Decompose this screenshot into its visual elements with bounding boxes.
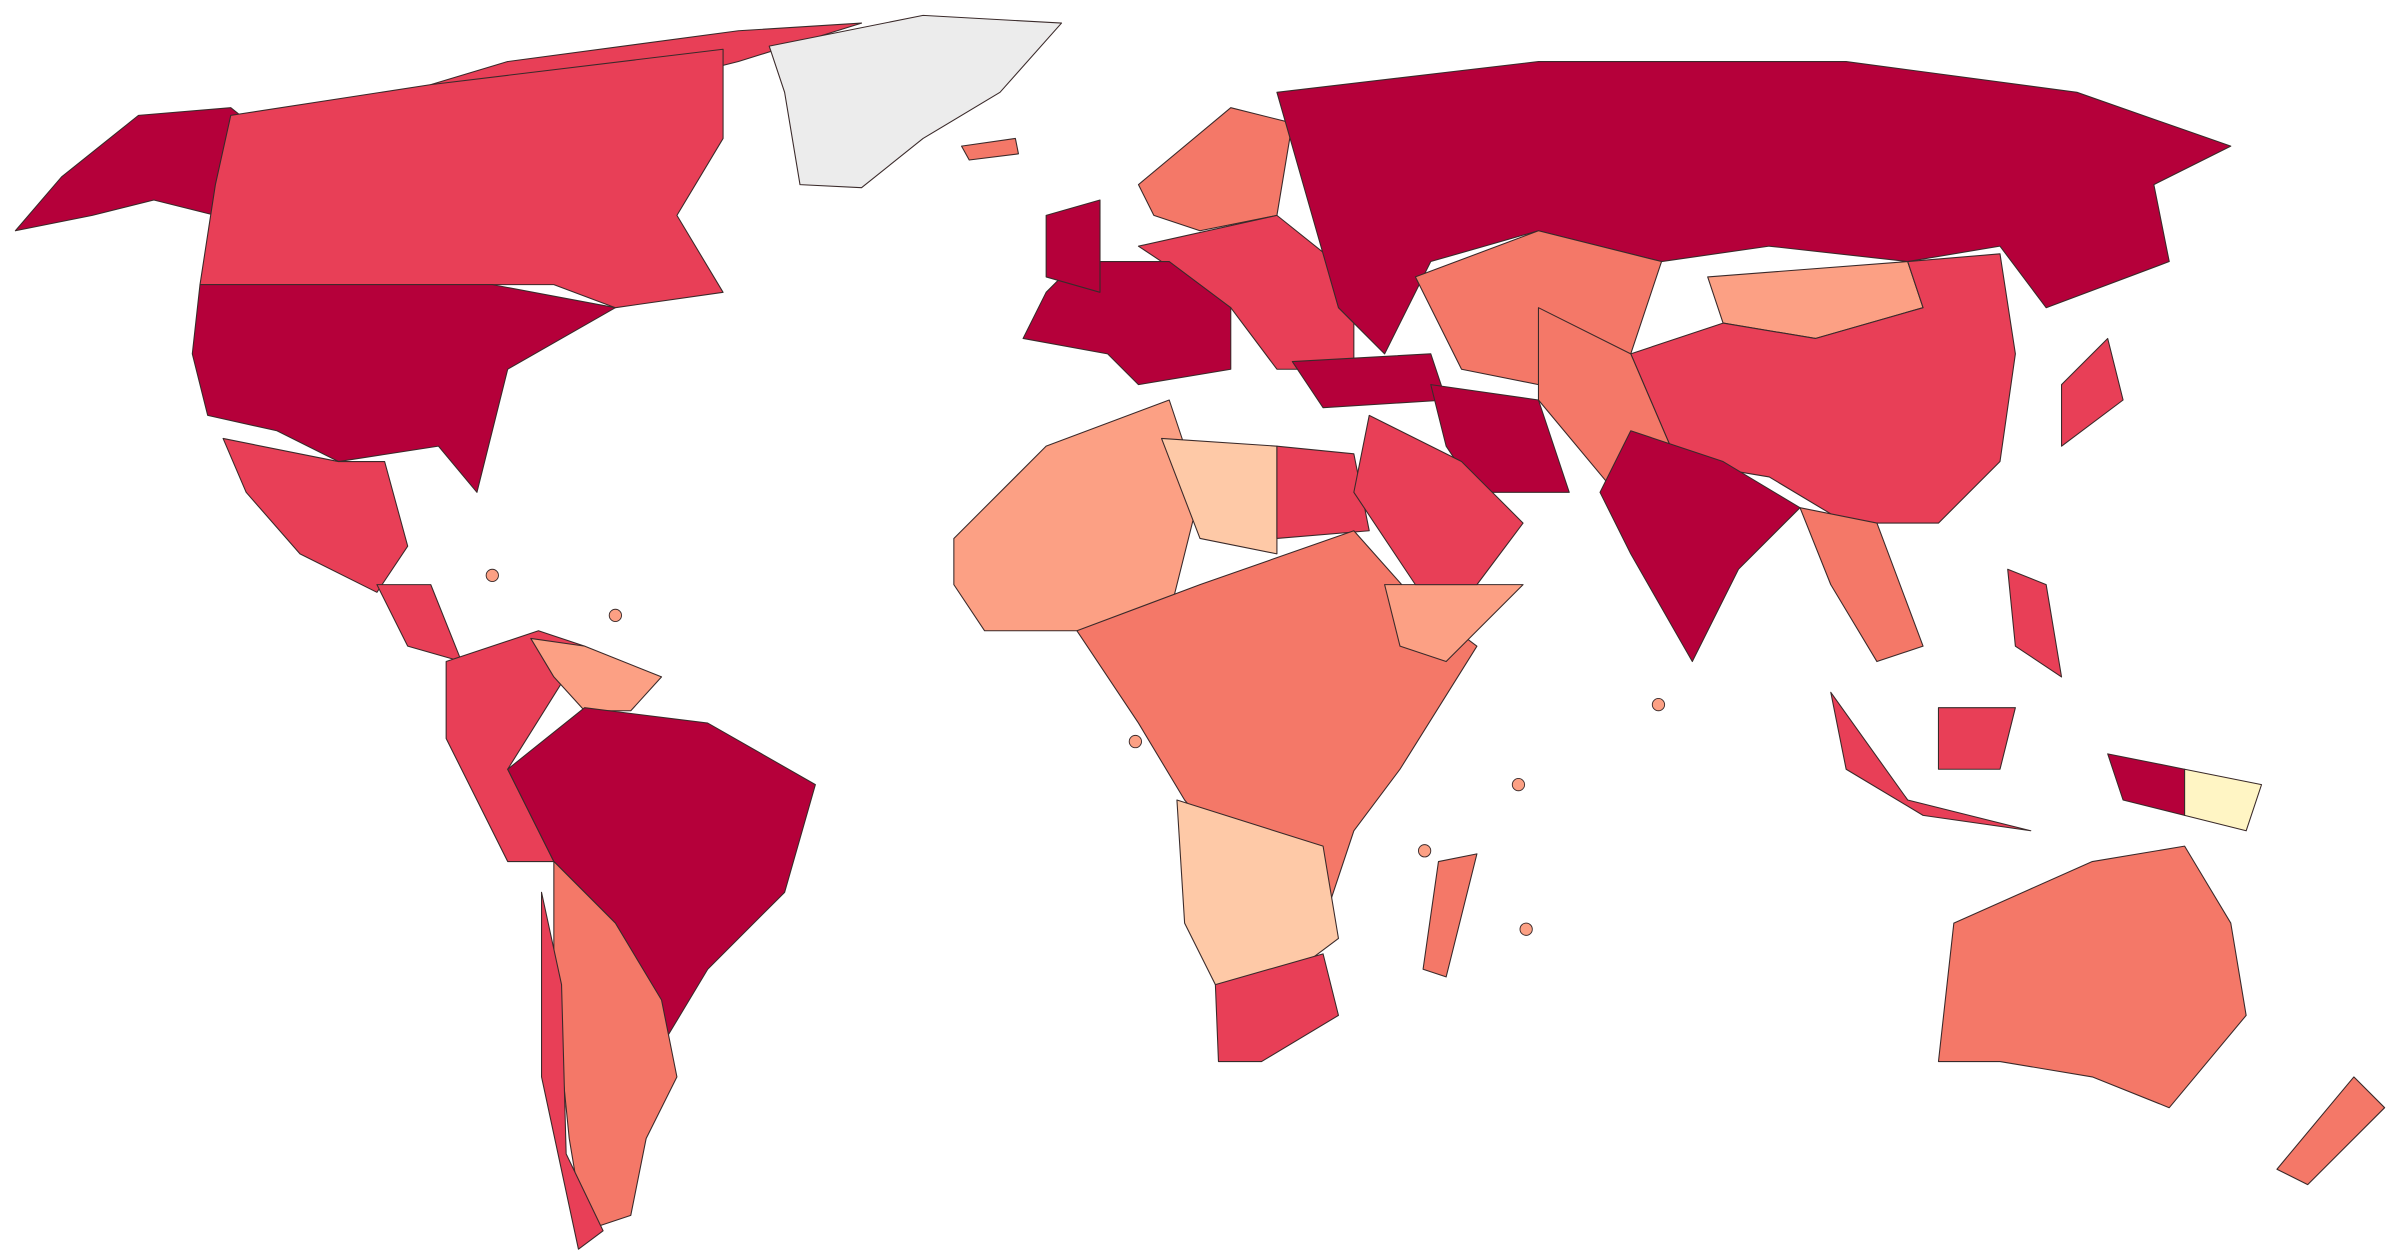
southeast-asia (1799, 507, 1924, 663)
china (1630, 253, 2016, 524)
island-marker (1418, 844, 1432, 858)
borneo (1937, 707, 2016, 770)
guianas (530, 637, 663, 712)
mexico (222, 437, 409, 593)
new-zealand (2276, 1076, 2386, 1186)
canada (199, 48, 724, 309)
philippines (2007, 568, 2063, 678)
sumatra-java (1830, 691, 2032, 832)
island-marker (1651, 698, 1666, 712)
libya (1161, 437, 1278, 555)
greenland (768, 14, 1063, 189)
russia (1276, 61, 2232, 355)
usa (191, 284, 616, 493)
western-europe (1022, 261, 1232, 386)
island-marker (1511, 778, 1526, 792)
uk (1045, 199, 1101, 293)
iceland (961, 137, 1020, 161)
south-africa (1214, 953, 1339, 1063)
island-marker (1519, 922, 1533, 936)
central-africa (1076, 530, 1478, 924)
japan (2061, 337, 2124, 447)
australia (1937, 845, 2247, 1109)
chile (541, 891, 604, 1250)
madagascar (1422, 853, 1478, 978)
egypt (1276, 445, 1370, 539)
india (1599, 430, 1801, 663)
island-marker (608, 608, 623, 623)
papua-new-guinea (2184, 768, 2263, 832)
island-marker (485, 568, 499, 583)
island-marker (1128, 734, 1142, 749)
arabia (1353, 414, 1524, 586)
